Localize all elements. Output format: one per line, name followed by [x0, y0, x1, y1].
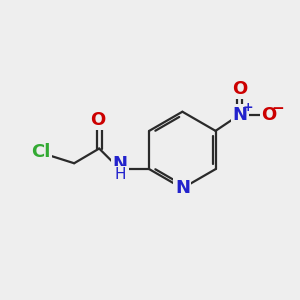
Text: N: N — [232, 106, 247, 124]
Text: N: N — [112, 155, 127, 173]
Text: Cl: Cl — [31, 143, 51, 161]
Text: H: H — [114, 167, 125, 182]
Text: O: O — [90, 111, 105, 129]
Text: N: N — [175, 179, 190, 197]
Text: O: O — [232, 80, 247, 98]
Text: −: − — [272, 101, 284, 116]
Text: O: O — [262, 106, 277, 124]
Text: +: + — [243, 101, 253, 114]
